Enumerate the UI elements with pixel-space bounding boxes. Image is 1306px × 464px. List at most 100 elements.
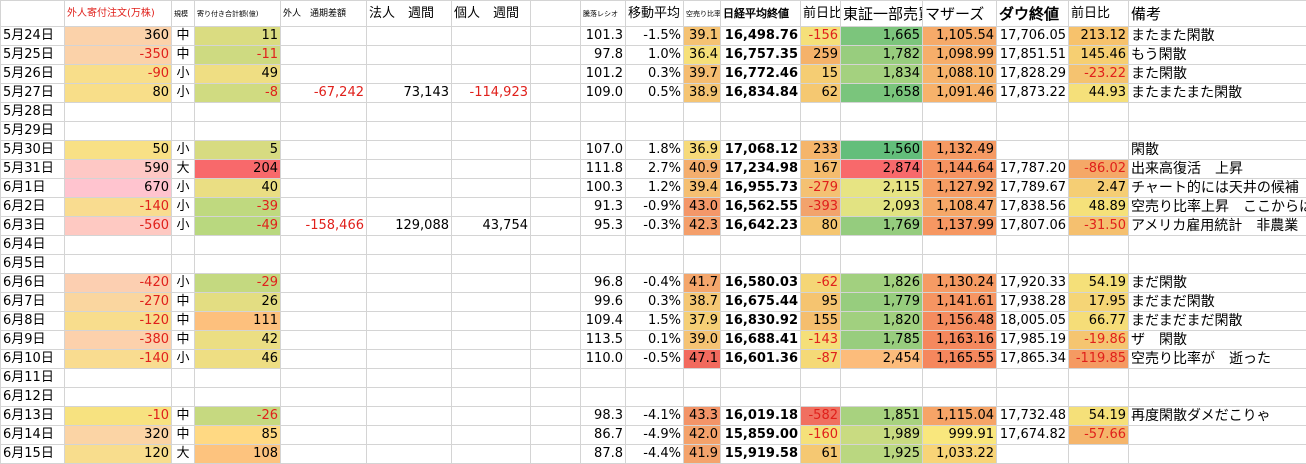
cell: 95 — [801, 293, 841, 312]
cell: -0.9% — [626, 198, 684, 217]
cell: 99.6 — [581, 293, 626, 312]
cell — [626, 236, 684, 255]
cell — [531, 388, 581, 407]
cell — [281, 369, 367, 388]
cell — [1069, 103, 1129, 122]
cell — [531, 426, 581, 445]
cell: 1,105.54 — [923, 27, 997, 46]
cell — [281, 141, 367, 160]
cell — [581, 255, 626, 274]
cell: 38.9 — [684, 84, 721, 103]
cell: 50 — [65, 141, 172, 160]
cell — [281, 103, 367, 122]
cell: 0.1% — [626, 331, 684, 350]
cell — [172, 236, 195, 255]
cell: 87.8 — [581, 445, 626, 464]
cell: 17,674.82 — [997, 426, 1069, 445]
date-cell: 6月5日 — [1, 255, 65, 274]
cell: 213.12 — [1069, 27, 1129, 46]
cell — [281, 122, 367, 141]
cell — [452, 122, 531, 141]
cell — [721, 103, 801, 122]
cell — [195, 388, 281, 407]
cell: 96.8 — [581, 274, 626, 293]
cell: 大 — [172, 160, 195, 179]
cell: 17,068.12 — [721, 141, 801, 160]
cell — [684, 388, 721, 407]
cell: -49 — [195, 217, 281, 236]
cell: 中 — [172, 407, 195, 426]
cell: 54.19 — [1069, 407, 1129, 426]
cell: 80 — [65, 84, 172, 103]
cell: 36.9 — [684, 141, 721, 160]
cell: -0.4% — [626, 274, 684, 293]
cell — [531, 407, 581, 426]
cell: 98.3 — [581, 407, 626, 426]
cell: -582 — [801, 407, 841, 426]
cell — [531, 350, 581, 369]
cell: 204 — [195, 160, 281, 179]
cell: 107.0 — [581, 141, 626, 160]
cell: 259 — [801, 46, 841, 65]
cell — [367, 274, 452, 293]
cell — [531, 122, 581, 141]
data-row: 6月11日 — [1, 369, 1306, 388]
cell: 1,769 — [841, 217, 923, 236]
cell: 100.3 — [581, 179, 626, 198]
cell — [581, 122, 626, 141]
cell: 101.2 — [581, 65, 626, 84]
cell — [1129, 236, 1306, 255]
cell — [367, 46, 452, 65]
cell: チャート的には天井の候補 — [1129, 179, 1306, 198]
cell — [367, 293, 452, 312]
cell: 1,826 — [841, 274, 923, 293]
cell — [923, 369, 997, 388]
cell — [923, 103, 997, 122]
cell: 小 — [172, 84, 195, 103]
cell — [923, 236, 997, 255]
date-cell: 5月31日 — [1, 160, 65, 179]
cell: 91.3 — [581, 198, 626, 217]
cell: 42.0 — [684, 426, 721, 445]
cell: -4.4% — [626, 445, 684, 464]
date-cell: 5月26日 — [1, 65, 65, 84]
date-cell: 5月29日 — [1, 122, 65, 141]
cell: 1.0% — [626, 46, 684, 65]
cell: 5 — [195, 141, 281, 160]
cell — [1069, 369, 1129, 388]
cell: 中 — [172, 331, 195, 350]
cell: 233 — [801, 141, 841, 160]
cell: 17,234.98 — [721, 160, 801, 179]
cell — [367, 426, 452, 445]
cell: -143 — [801, 331, 841, 350]
cell — [281, 198, 367, 217]
cell: 中 — [172, 293, 195, 312]
header-cell: 備考 — [1129, 1, 1306, 27]
cell — [195, 255, 281, 274]
cell — [452, 46, 531, 65]
cell: 61 — [801, 445, 841, 464]
cell: 1,115.04 — [923, 407, 997, 426]
cell: 40.9 — [684, 160, 721, 179]
cell — [531, 65, 581, 84]
cell: 670 — [65, 179, 172, 198]
cell — [841, 388, 923, 407]
cell: 2.47 — [1069, 179, 1129, 198]
cell: 17,985.19 — [997, 331, 1069, 350]
cell: 17.95 — [1069, 293, 1129, 312]
date-cell: 6月3日 — [1, 217, 65, 236]
cell — [65, 122, 172, 141]
cell: 1,834 — [841, 65, 923, 84]
cell — [1069, 255, 1129, 274]
cell: 86.7 — [581, 426, 626, 445]
cell — [531, 103, 581, 122]
cell: 小 — [172, 217, 195, 236]
cell: -119.85 — [1069, 350, 1129, 369]
cell: -158,466 — [281, 217, 367, 236]
